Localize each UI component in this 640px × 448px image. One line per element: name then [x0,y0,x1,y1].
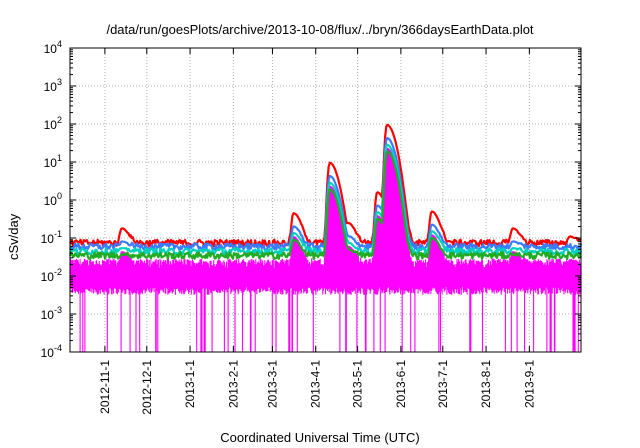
x-tick-label: 2013-5-1 [351,360,365,408]
x-tick-label: 2013-8-1 [479,360,493,408]
y-tick-label: 10-4 [41,343,62,360]
series-green [68,150,583,261]
y-tick-label: 10-3 [41,305,62,322]
x-tick-label: 2012-11-1 [98,360,112,414]
x-tick-label: 2013-9-1 [522,360,536,408]
y-tick-label: 103 [44,77,62,94]
x-tick-label: 2012-12-1 [140,360,154,415]
x-tick-label: 2013-2-1 [226,360,240,408]
x-tick-label: 2013-4-1 [309,360,323,408]
y-axis: 10-4 10-3 10-2 10-1 100 101 102 103 104 [41,39,581,360]
y-tick-label: 10-1 [41,229,62,246]
y-tick-label: 10-2 [41,267,62,284]
y-tick-label: 104 [44,39,62,56]
x-tick-label: 2013-6-1 [394,360,408,408]
y-tick-label: 101 [44,153,62,170]
chart-title: /data/run/goesPlots/archive/2013-10-08/f… [106,22,534,37]
x-tick-label: 2013-1-1 [183,360,197,408]
y-tick-label: 102 [44,115,62,132]
x-tick-label: 2013-3-1 [265,360,279,408]
x-axis-label: Coordinated Universal Time (UTC) [220,430,420,445]
x-tick-label: 2013-7-1 [436,360,450,408]
series-line [68,150,583,261]
y-tick-label: 100 [44,191,62,208]
x-axis: 2012-11-1 2012-12-1 2013-1-1 2013-2-1 2013-3… [98,48,536,415]
